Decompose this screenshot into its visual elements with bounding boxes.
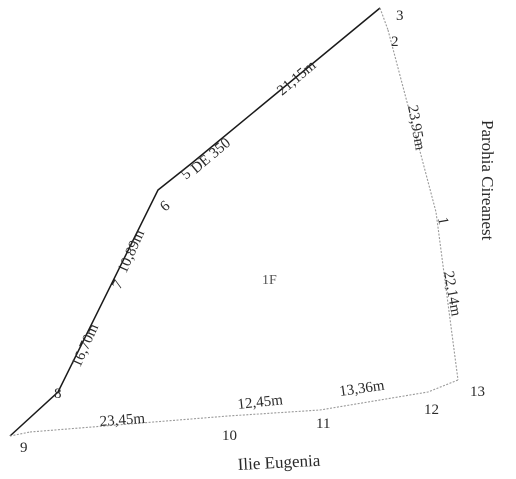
- vertex-label-8: 8: [54, 386, 62, 402]
- owner-south: Ilie Eugenia: [237, 451, 321, 474]
- boundary-north-tip: [379, 7, 389, 31]
- dimension-10-11: 12,45m: [237, 392, 284, 413]
- dimension-9-10: 23,45m: [99, 411, 146, 430]
- dimension-6-7: 10,89m: [115, 227, 148, 275]
- boundary-south-edge: [29, 379, 459, 433]
- parcel-label: 1F: [262, 273, 277, 288]
- vertex-label-3: 3: [396, 8, 404, 24]
- vertex-label-11: 11: [316, 416, 330, 432]
- dimension-11-12: 13,36m: [338, 378, 386, 400]
- boundary-east-edge: [387, 29, 459, 381]
- dimension-7-8: 16,70m: [69, 321, 102, 369]
- vertex-label-2: 2: [391, 34, 399, 50]
- vertex-label-7: 7: [109, 277, 127, 292]
- vertex-label-13: 13: [470, 384, 485, 400]
- vertex-label-10: 10: [222, 428, 237, 444]
- vertex-label-6: 6: [157, 198, 173, 215]
- vertex-label-12: 12: [424, 402, 439, 418]
- dimension-2-1: 23,95m: [404, 104, 428, 152]
- vertex-label-1: 1: [434, 216, 451, 226]
- dimension-5-6: DE 350: [188, 135, 234, 177]
- owner-east: Parohia Cireanest: [478, 120, 497, 241]
- dimension-1-13: 22,14m: [440, 270, 464, 318]
- boundary-west-edge: [9, 7, 381, 437]
- dimension-3-5: 21,15m: [274, 57, 319, 99]
- vertex-label-9: 9: [20, 440, 28, 456]
